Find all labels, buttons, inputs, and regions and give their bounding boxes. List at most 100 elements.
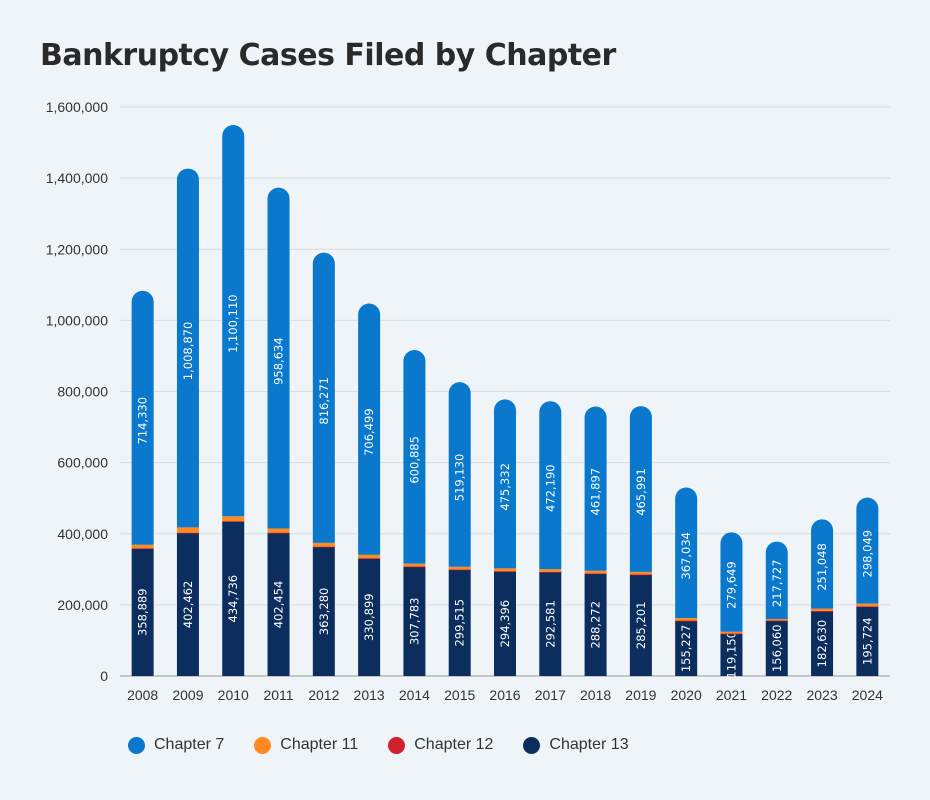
legend-item-chapter-13: Chapter 13: [523, 736, 629, 754]
legend-label-chapter-7: Chapter 7: [154, 736, 225, 753]
bar-chapter-11-2021: [720, 631, 743, 634]
bar-chapter-12-2022: [765, 620, 788, 622]
bar-label-chapter-13-2024: 195,724: [860, 617, 874, 665]
bar-chapter-12-2021: [720, 633, 743, 635]
x-tick-label: 2020: [671, 687, 702, 703]
x-tick-label: 2019: [625, 687, 656, 703]
bar-chapter-13-2024: [856, 606, 879, 676]
bar-chapter-12-2014: [403, 566, 426, 568]
bar-chapter-7-2016: [494, 399, 516, 569]
bar-chapter-11-2013: [358, 554, 381, 559]
bar-label-chapter-7-2009: 1,008,870: [181, 322, 195, 381]
x-tick-label: 2017: [535, 687, 566, 703]
x-tick-label: 2021: [716, 687, 747, 703]
bar-chapter-12-2024: [856, 606, 879, 608]
x-tick-label: 2018: [580, 687, 611, 703]
bar-chapter-7-2013: [358, 303, 381, 555]
bar-chapter-7-2008: [131, 290, 154, 545]
bar-chapter-12-2008: [131, 548, 154, 550]
bar-chapter-7-2019: [629, 406, 652, 572]
x-tick-label: 2016: [489, 687, 520, 703]
bar-chapter-7-2014: [403, 349, 426, 564]
bar-chapter-11-2019: [629, 571, 652, 575]
bar-chapter-13-2022: [765, 620, 788, 676]
bar-label-chapter-7-2016: 475,332: [498, 463, 512, 511]
bar-label-chapter-7-2015: 519,130: [453, 454, 467, 502]
bar-chapter-12-2017: [539, 571, 562, 573]
bar-chapter-12-2019: [629, 574, 652, 576]
bar-chapter-12-2018: [584, 573, 607, 575]
bar-chapter-7-2020: [675, 487, 698, 619]
bar-chapter-13-2013: [358, 558, 381, 676]
x-tick-label: 2009: [172, 687, 203, 703]
bar-chapter-13-2018: [584, 573, 607, 676]
bar-chapter-7-2010: [222, 125, 245, 517]
bar-label-chapter-7-2020: 367,034: [679, 532, 693, 580]
bar-chapter-12-2013: [358, 558, 381, 559]
bar-label-chapter-7-2018: 461,897: [589, 468, 603, 516]
bar-chapter-13-2009: [176, 532, 199, 676]
bar-chapter-13-2012: [312, 546, 335, 676]
bar-label-chapter-13-2015: 299,515: [453, 599, 467, 647]
legend-label-chapter-11: Chapter 11: [280, 736, 359, 753]
bar-label-chapter-13-2022: 156,060: [770, 624, 784, 672]
bar-label-chapter-13-2009: 402,462: [181, 581, 195, 629]
x-tick-label: 2011: [263, 687, 293, 703]
bar-label-chapter-7-2010: 1,100,110: [226, 294, 240, 353]
bar-chapter-11-2016: [494, 568, 516, 572]
legend-item-chapter-12: Chapter 12: [388, 736, 493, 754]
bar-label-chapter-7-2023: 251,048: [815, 543, 829, 591]
y-tick-label: 0: [100, 668, 108, 684]
bar-chapter-11-2008: [131, 544, 154, 549]
bar-label-chapter-13-2016: 294,396: [498, 600, 512, 648]
bar-chapter-11-2024: [856, 603, 879, 607]
bar-chapter-12-2012: [312, 546, 335, 548]
bar-label-chapter-13-2023: 182,630: [815, 620, 829, 668]
bar-chapter-11-2010: [222, 516, 245, 522]
legend-swatch-chapter-12: [388, 736, 406, 754]
bar-label-chapter-13-2011: 402,454: [272, 581, 286, 629]
chart-title: Bankruptcy Cases Filed by Chapter: [40, 38, 616, 73]
bar-chapter-12-2015: [448, 569, 471, 571]
bar-chapter-7-2011: [267, 187, 290, 529]
bar-chapter-7-2015: [448, 382, 471, 567]
y-tick-label: 1,200,000: [46, 241, 108, 257]
x-tick-label: 2008: [127, 687, 158, 703]
x-tick-label: 2013: [354, 687, 385, 703]
bar-chapter-11-2023: [811, 608, 834, 611]
bar-chapter-11-2017: [539, 569, 562, 572]
bar-label-chapter-13-2008: 358,889: [136, 588, 150, 636]
bar-chapter-12-2009: [176, 532, 199, 534]
bar-chapter-13-2017: [539, 571, 562, 676]
bar-label-chapter-13-2010: 434,736: [226, 575, 240, 623]
bar-chapter-13-2021: [720, 633, 743, 676]
x-tick-label: 2022: [761, 687, 792, 703]
bar-label-chapter-13-2014: 307,783: [407, 597, 421, 645]
legend-swatch-chapter-11: [254, 736, 272, 754]
legend-label-chapter-12: Chapter 12: [414, 736, 494, 753]
legend-label-chapter-13: Chapter 13: [549, 736, 629, 753]
x-tick-label: 2010: [218, 687, 249, 703]
bar-label-chapter-13-2020: 155,227: [679, 625, 693, 673]
legend-item-chapter-11: Chapter 11: [254, 736, 358, 754]
bar-chapter-7-2009: [176, 168, 199, 528]
bar-chapter-11-2011: [267, 528, 290, 533]
bar-chapter-11-2009: [176, 527, 199, 533]
legend-swatch-chapter-13: [523, 736, 541, 754]
bar-label-chapter-13-2013: 330,899: [362, 593, 376, 641]
bar-chapter-13-2016: [494, 571, 516, 676]
bar-label-chapter-7-2013: 706,499: [362, 408, 376, 456]
bar-chapter-11-2014: [403, 563, 426, 567]
chart-legend: Chapter 7 Chapter 11 Chapter 12 Chapter 13: [128, 736, 629, 754]
y-tick-label: 1,000,000: [46, 312, 108, 328]
legend-item-chapter-7: Chapter 7: [128, 736, 224, 754]
bar-chapter-13-2014: [403, 566, 426, 676]
bar-label-chapter-13-2019: 285,201: [634, 602, 648, 650]
bar-chapter-13-2020: [675, 620, 698, 676]
y-tick-label: 1,600,000: [46, 99, 108, 115]
bar-chapter-12-2016: [494, 571, 516, 572]
bar-label-chapter-7-2024: 298,049: [860, 530, 874, 578]
bar-chapter-7-2024: [856, 497, 879, 604]
